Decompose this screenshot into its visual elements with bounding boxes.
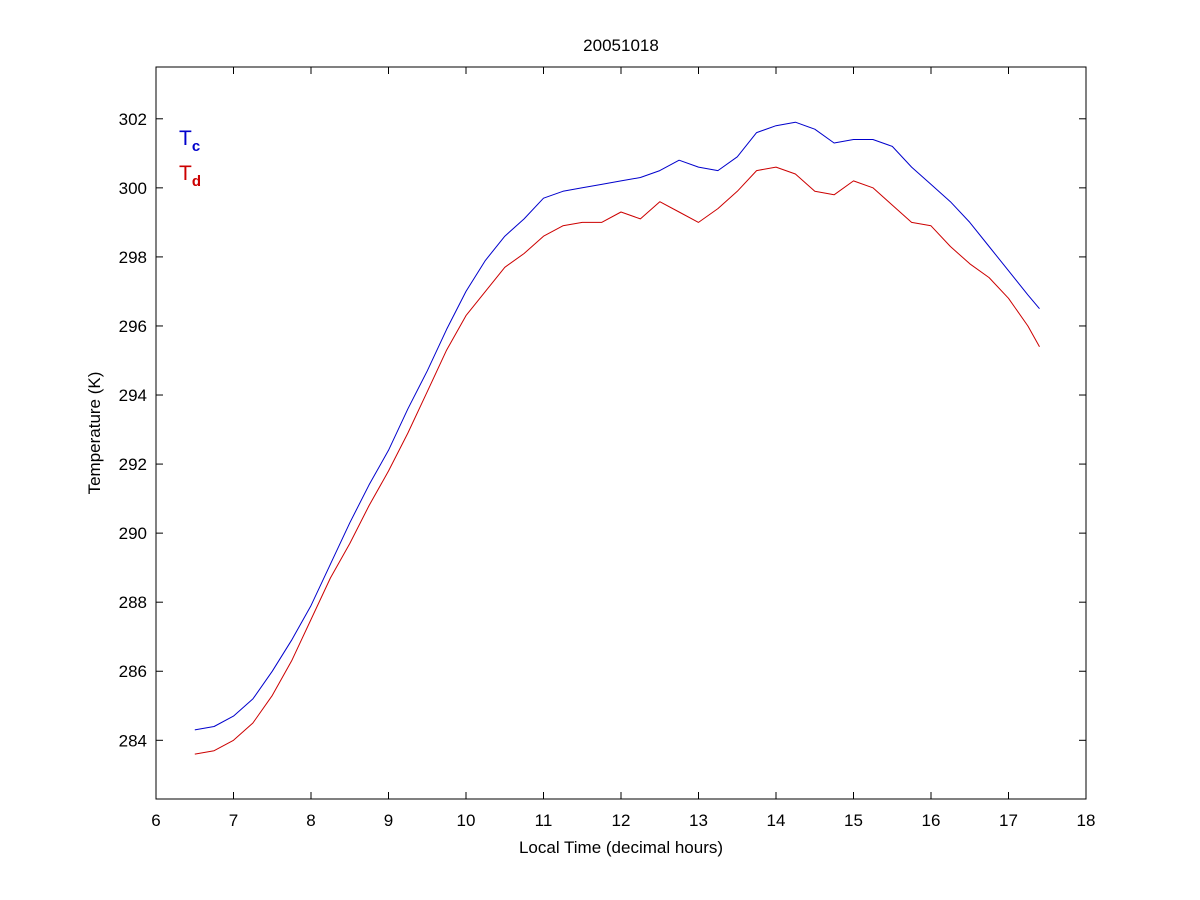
legend-tc-sub: c — [192, 138, 200, 155]
y-tick-label: 290 — [119, 524, 147, 543]
x-tick-label: 15 — [844, 811, 863, 830]
legend-td-main: T — [179, 162, 192, 185]
y-tick-label: 302 — [119, 110, 147, 129]
x-ticks: 6 7 8 9 10 11 12 13 14 15 16 17 18 — [151, 67, 1095, 830]
y-tick-label: 298 — [119, 248, 147, 267]
y-tick-label: 286 — [119, 662, 147, 681]
y-tick-label: 284 — [119, 731, 147, 750]
x-tick-label: 13 — [689, 811, 708, 830]
x-tick-label: 18 — [1077, 811, 1096, 830]
x-tick-label: 14 — [767, 811, 786, 830]
y-axis-label: Temperature (K) — [85, 372, 104, 495]
x-tick-label: 12 — [612, 811, 631, 830]
y-tick-label: 294 — [119, 386, 147, 405]
y-tick-label: 288 — [119, 593, 147, 612]
plot-area — [155, 66, 1087, 800]
series-lines — [194, 121, 1040, 755]
x-axis-label: Local Time (decimal hours) — [519, 838, 723, 857]
x-tick-label: 11 — [535, 811, 553, 830]
legend-entry-td: Td — [179, 162, 201, 190]
chart-title: 20051018 — [583, 36, 659, 55]
x-tick-label: 6 — [151, 811, 160, 830]
y-tick-label: 300 — [119, 179, 147, 198]
series-line-td — [194, 166, 1040, 755]
x-tick-label: 10 — [457, 811, 476, 830]
legend-tc-main: T — [179, 127, 192, 150]
x-tick-label: 17 — [999, 811, 1018, 830]
x-tick-label: 7 — [229, 811, 238, 830]
y-ticks: 284 286 288 290 292 294 296 298 300 302 — [119, 110, 1086, 750]
y-tick-label: 292 — [119, 455, 147, 474]
x-tick-label: 9 — [384, 811, 393, 830]
x-tick-label: 8 — [306, 811, 315, 830]
y-tick-label: 296 — [119, 317, 147, 336]
legend-td-sub: d — [192, 173, 201, 190]
series-line-tc — [194, 121, 1040, 731]
legend-entry-tc: Tc — [179, 127, 200, 155]
legend: Tc Td — [179, 127, 201, 190]
x-tick-label: 16 — [922, 811, 941, 830]
